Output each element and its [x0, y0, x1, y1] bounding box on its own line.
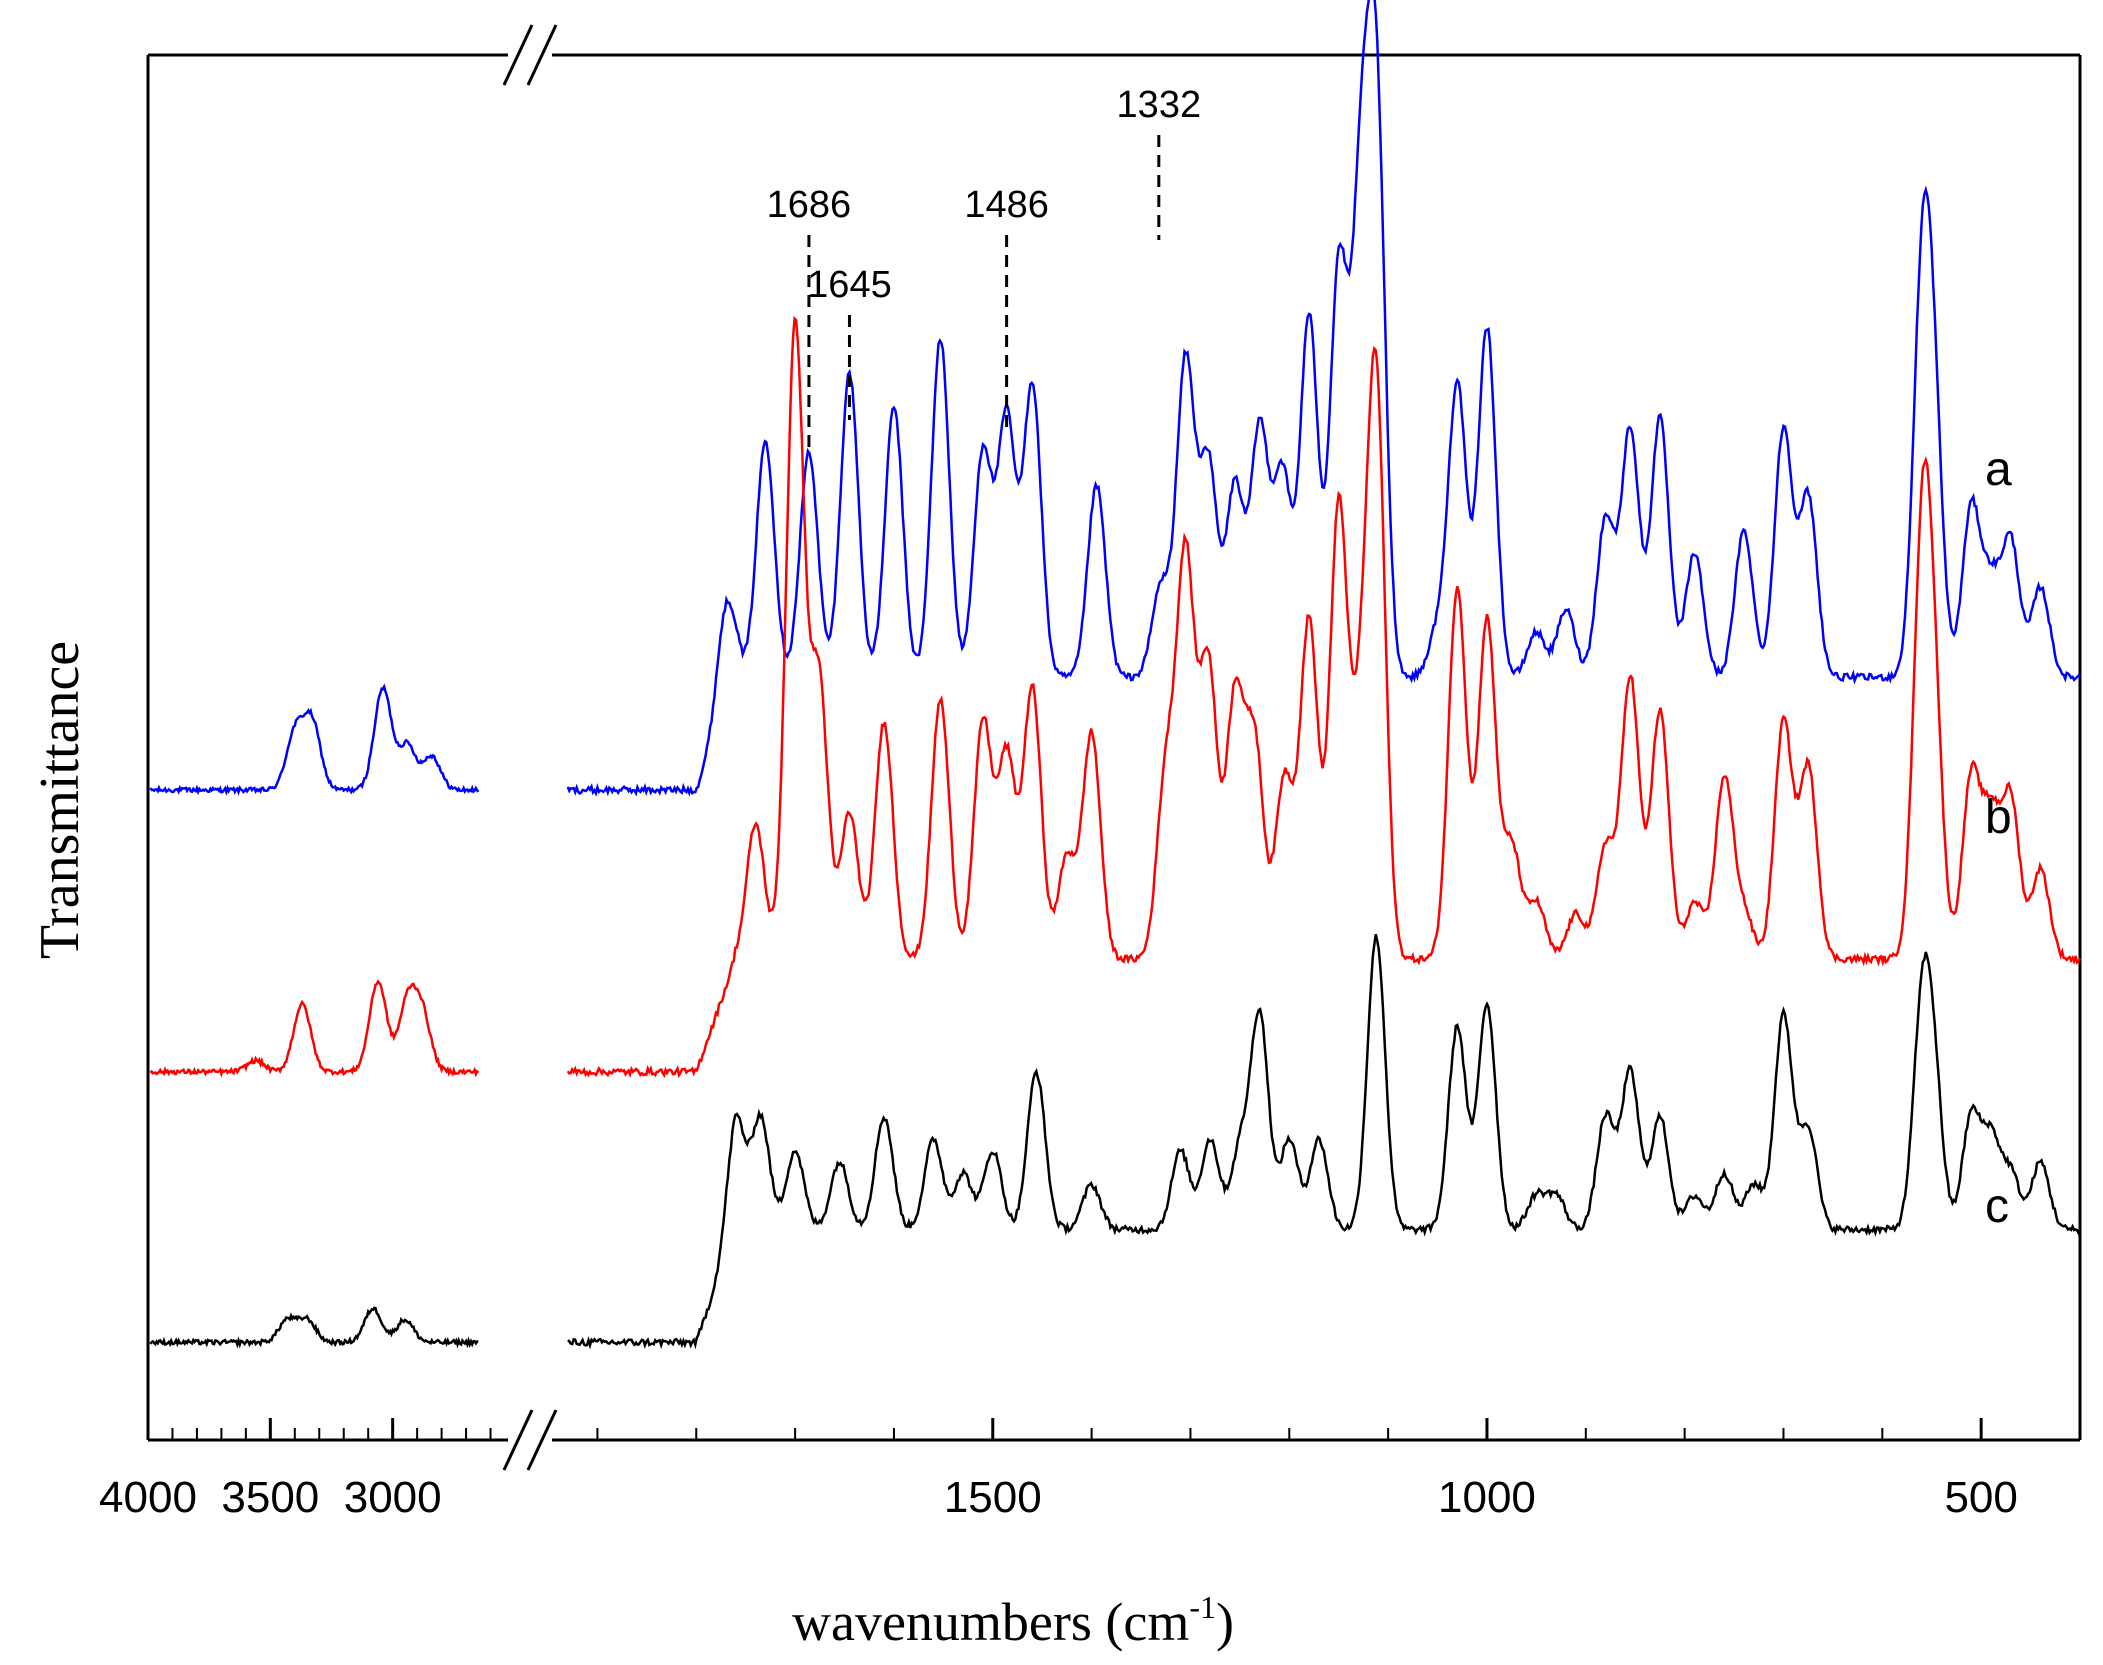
break-slash-bottom-0 — [502, 1409, 534, 1471]
x-tick-label-500: 500 — [1944, 1473, 2017, 1522]
series-b-high-segment — [149, 979, 480, 1078]
series-b-fingerprint-segment — [566, 315, 2082, 1079]
series-a-high-segment — [149, 683, 480, 796]
y-axis-label: Transmittance — [29, 641, 91, 959]
break-gap-top — [508, 37, 552, 73]
annotation-label-1645: 1645 — [807, 264, 892, 306]
break-slash-top-0 — [502, 24, 534, 86]
annotation-label-1686: 1686 — [767, 184, 852, 226]
break-slash-bottom-1 — [526, 1409, 558, 1471]
x-tick-label-4000: 4000 — [99, 1473, 197, 1522]
x-tick-label-3000: 3000 — [344, 1473, 442, 1522]
x-axis-ticks: 4000 3500 3000 1500 1000 500 — [99, 1418, 2081, 1522]
series-label-c: c — [1985, 1180, 2009, 1233]
break-gap-bottom — [508, 1422, 552, 1458]
axis-break-mark — [502, 24, 558, 1471]
x-axis-label: wavenumbers (cm-1) — [792, 1589, 1234, 1652]
series-label-a: a — [1985, 443, 2012, 496]
annotation-label-1332: 1332 — [1117, 84, 1202, 126]
x-tick-label-1000: 1000 — [1438, 1473, 1536, 1522]
series-c-fingerprint-segment — [567, 934, 2082, 1350]
annotation-label-1486: 1486 — [964, 184, 1049, 226]
series-layer — [149, 0, 2082, 1350]
x-tick-label-1500: 1500 — [944, 1473, 1042, 1522]
x-axis-label-close: ) — [1216, 1592, 1234, 1652]
plot-frame — [146, 53, 2082, 1442]
x-axis-label-main: wavenumbers (cm — [792, 1592, 1189, 1652]
series-a-fingerprint-segment — [566, 0, 2081, 797]
annotation-layer: 1686 1645 1486 1332 — [767, 84, 1201, 450]
x-axis-label-sup: -1 — [1189, 1589, 1216, 1625]
break-slash-top-1 — [526, 24, 558, 86]
x-tick-label-3500: 3500 — [221, 1473, 319, 1522]
series-c-high-segment — [149, 1306, 479, 1349]
series-label-b: b — [1985, 791, 2012, 844]
